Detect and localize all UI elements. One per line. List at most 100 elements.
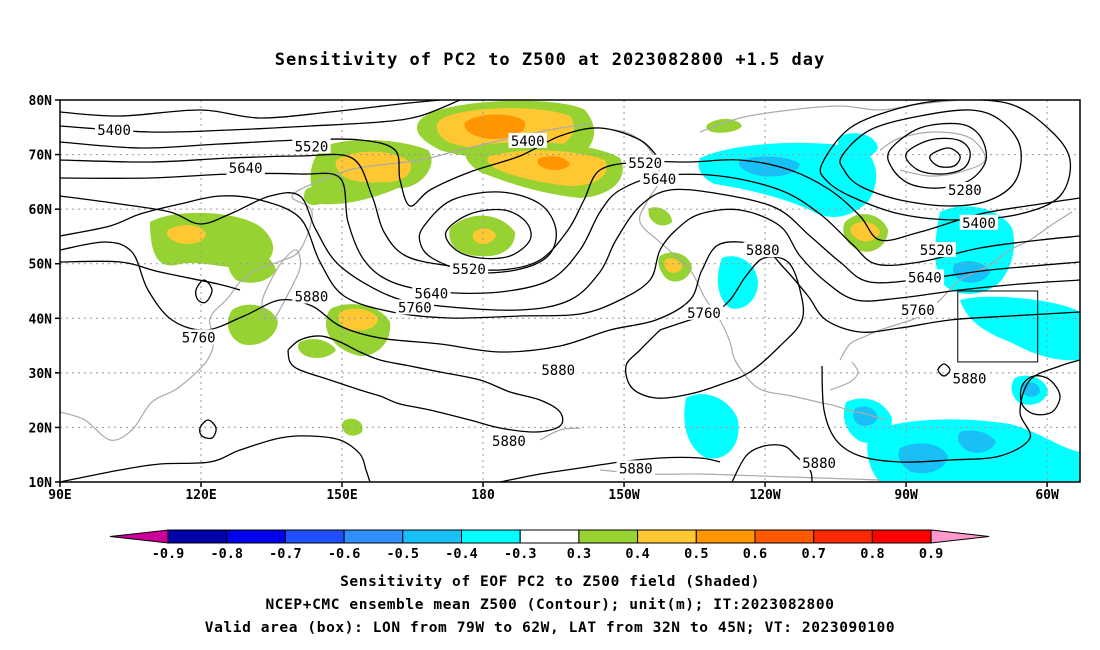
contour-label-bg (412, 285, 451, 301)
longitude-label: 90E (48, 488, 71, 503)
colorbar-label: -0.4 (445, 546, 478, 562)
contour-label: 5400 (97, 123, 131, 139)
contour-label: 5880 (541, 363, 575, 379)
contour-label-bg (959, 214, 999, 230)
shading-area (648, 207, 672, 226)
shading-area (850, 221, 880, 242)
latitude-label: 60N (29, 203, 53, 218)
valid-area-box (957, 290, 1039, 363)
contour-label-bg (945, 182, 985, 198)
contour-label: 5760 (687, 306, 721, 322)
contour-label-bg (616, 460, 656, 476)
shading-area (960, 296, 1080, 361)
z500-contour-closed (418, 191, 557, 274)
shading-area (838, 133, 878, 160)
colorbar-label: 0.6 (743, 546, 767, 562)
contour-label: 5520 (628, 156, 662, 172)
shading-area (717, 256, 758, 309)
shading-area (227, 248, 276, 283)
coastline (839, 211, 1073, 361)
contour-label-bg (950, 370, 989, 386)
contour-label: 5880 (802, 456, 836, 472)
contour-label-bg (395, 299, 435, 315)
contour-label-bg (626, 154, 665, 170)
z500-contour-line (60, 188, 1080, 311)
z500-contour-closed (887, 122, 988, 189)
z500-contour-closed (929, 147, 961, 168)
latitude-label: 20N (29, 421, 53, 436)
colorbar-label: 0.8 (860, 546, 884, 562)
z500-contour-line (499, 456, 721, 482)
coastline (829, 361, 859, 391)
shading-area (706, 118, 742, 133)
shading-area (958, 430, 996, 453)
coastline (261, 249, 302, 321)
colorbar-segment (167, 529, 228, 544)
latitude-label: 50N (29, 258, 53, 273)
colorbar-segment (519, 529, 580, 544)
colorbar-segment (402, 529, 462, 544)
latitude-label: 80N (29, 94, 53, 109)
z500-contour-closed (198, 419, 217, 440)
shading-area (338, 308, 378, 331)
contour-label: 5280 (948, 183, 982, 199)
contour-label: 5880 (953, 371, 987, 387)
contour-label-bg (508, 132, 547, 148)
contour-label-bg (179, 329, 218, 345)
contour-label: 5640 (414, 287, 448, 303)
contour-labels: 5400552056405400552056405280540055205640… (94, 122, 999, 477)
contour-label: 5880 (295, 289, 329, 305)
z500-contour-line (60, 260, 241, 291)
contour-label: 5520 (920, 243, 954, 259)
contour-label: 5520 (295, 139, 329, 155)
contour-label-bg (898, 302, 938, 318)
colorbar-segment (695, 529, 756, 544)
z500-contour-closed (1019, 375, 1061, 416)
colorbar-segment (754, 529, 815, 544)
contour-label-bg (292, 288, 331, 304)
colorbar-arrow-right (930, 529, 990, 544)
map-title: Sensitivity of PC2 to Z500 at 2023082800… (274, 50, 826, 70)
longitude-label: 180 (471, 488, 495, 503)
contour-label-bg (489, 433, 529, 449)
longitude-label: 90W (894, 488, 918, 503)
contour-label: 5760 (182, 330, 216, 346)
colorbar-label: 0.5 (684, 546, 708, 562)
colorbar-segment (461, 529, 521, 544)
z500-contour-line (60, 241, 1080, 353)
coastline (539, 427, 581, 441)
contour-label: 5880 (619, 461, 653, 477)
contour-label: 5640 (642, 172, 676, 188)
colorbar-label: -0.5 (387, 546, 420, 562)
colorbar-label: -0.6 (328, 546, 361, 562)
longitude-label: 120E (185, 488, 216, 503)
z500-contour-closed (819, 100, 1072, 221)
z500-contour-line (821, 359, 1080, 463)
contour-label-bg (94, 122, 134, 138)
contour-label: 5760 (901, 303, 935, 319)
z500-contour-closed (195, 279, 213, 304)
longitude-label: 120W (749, 488, 780, 503)
contour-label: 5400 (511, 134, 545, 150)
contour-label: 5400 (962, 216, 996, 232)
colorbar-segment (343, 529, 404, 544)
shading-area (898, 443, 948, 474)
shading-area (853, 406, 878, 426)
colorbar-segment (871, 529, 932, 544)
colorbar-label: -0.3 (504, 546, 537, 562)
contour-label-bg (449, 261, 489, 277)
shading-area (537, 156, 570, 171)
plot-area (60, 100, 1080, 482)
colorbar-segment (578, 529, 639, 544)
colorbar-label: -0.9 (152, 546, 185, 562)
z500-contour-line (60, 153, 1080, 271)
colorbar-label: 0.3 (567, 546, 591, 562)
colorbar-segment (284, 529, 345, 544)
colorbar-segment (637, 529, 697, 544)
caption-line-1: Sensitivity of EOF PC2 to Z500 field (Sh… (340, 574, 760, 590)
z500-contour-closed (937, 363, 951, 377)
colorbar-segment (226, 529, 286, 544)
colorbar-label: -0.8 (210, 546, 243, 562)
z500-contour-closed (905, 137, 971, 175)
